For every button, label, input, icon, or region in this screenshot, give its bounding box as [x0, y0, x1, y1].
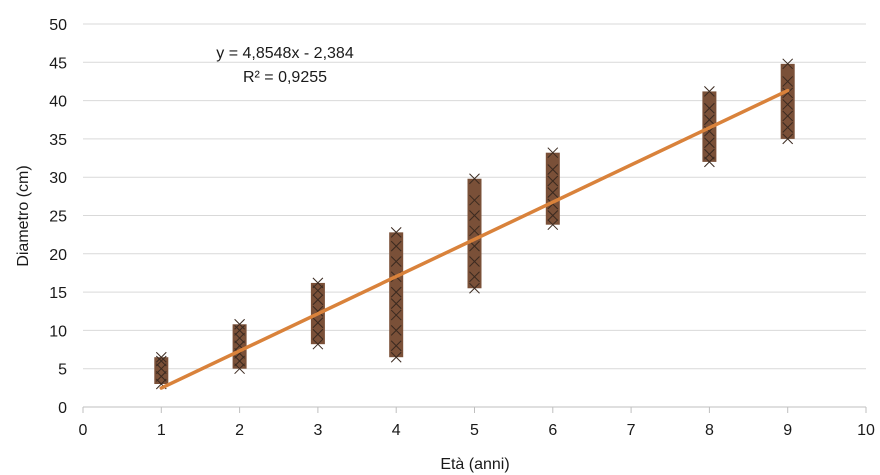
data-point: [782, 110, 794, 122]
data-point: [234, 318, 245, 330]
trendline-group: [159, 88, 790, 390]
data-point: [312, 317, 324, 329]
data-point: [704, 86, 715, 97]
x-tick-labels: 0 1 2 3 4 5 6 7 8 9 10: [79, 422, 875, 439]
data-point: [155, 355, 167, 367]
data-point: [469, 225, 480, 237]
data-point: [390, 226, 402, 238]
x-tick-label: 10: [857, 422, 875, 439]
data-point: [312, 294, 324, 306]
data-range-band-age-6: [545, 152, 560, 225]
x-axis-title: Età (anni): [440, 456, 509, 473]
data-point: [547, 210, 559, 221]
data-point: [312, 338, 324, 350]
data-point: [390, 240, 402, 252]
data-point: [782, 133, 794, 145]
data-point: [155, 363, 167, 375]
data-point: [782, 122, 794, 133]
x-tick-label: 9: [783, 422, 792, 439]
data-point: [704, 102, 715, 114]
data-point: [234, 332, 245, 344]
data-point: [390, 340, 402, 352]
x-tick-label: 5: [470, 422, 479, 439]
y-tick-label: 45: [49, 55, 67, 72]
data-point: [312, 285, 324, 296]
data-point: [704, 148, 715, 160]
data-range-band-age-9: [780, 63, 795, 139]
data-point: [469, 210, 480, 221]
x-tick-label: 6: [548, 422, 557, 439]
y-tick-label: 5: [58, 362, 67, 379]
data-point: [547, 219, 559, 231]
data-point: [547, 147, 559, 159]
x-tick-label: 1: [157, 422, 166, 439]
data-point: [312, 328, 324, 340]
x-tick-label: 4: [392, 422, 401, 439]
data-point: [547, 164, 559, 175]
y-tick-label: 0: [58, 400, 67, 417]
data-point: [234, 363, 245, 375]
y-tick-label: 20: [49, 247, 67, 264]
x-tick-label: 7: [627, 422, 636, 439]
data-point: [390, 325, 402, 336]
data-point: [469, 173, 480, 185]
data-point: [390, 256, 402, 267]
data-point: [782, 76, 794, 87]
data-point: [390, 351, 402, 363]
data-point: [704, 114, 715, 126]
data-point: [155, 371, 167, 382]
data-point: [704, 137, 715, 149]
data-point: [469, 282, 480, 294]
data-point: [390, 309, 402, 321]
trendline-r2: R² = 0,9255: [243, 69, 327, 86]
y-axis-title: Diametro (cm): [15, 165, 32, 266]
x-tick-label: 8: [705, 422, 714, 439]
data-point: [390, 298, 402, 309]
data-point: [469, 271, 480, 283]
data-point: [547, 187, 559, 198]
data-point: [782, 87, 794, 99]
y-tick-label: 25: [49, 209, 67, 226]
y-tick-label: 50: [49, 17, 67, 34]
data-point: [234, 355, 245, 367]
data-point: [782, 99, 794, 110]
y-tick-labels: 0 5 10 15 20 25 30 35 40 45 50: [49, 17, 67, 417]
data-range-band-age-5: [467, 178, 482, 289]
data-range-band-age-4: [389, 232, 404, 358]
data-point: [390, 286, 402, 298]
y-tick-label: 15: [49, 285, 67, 302]
trendline: [159, 88, 790, 390]
data-point: [155, 351, 167, 363]
trendline-equation: y = 4,8548x - 2,384: [216, 45, 354, 62]
y-tick-label: 35: [49, 132, 67, 149]
y-tick-label: 10: [49, 323, 67, 340]
data-point: [704, 156, 715, 168]
axes: [82, 406, 867, 413]
data-point: [782, 58, 794, 70]
data-point: [469, 256, 480, 267]
x-tick-label: 2: [235, 422, 244, 439]
data-point: [312, 277, 324, 289]
data-point: [547, 175, 559, 187]
x-tick-label: 0: [79, 422, 88, 439]
x-tick-label: 3: [313, 422, 322, 439]
data-point: [469, 194, 480, 206]
y-tick-label: 30: [49, 170, 67, 187]
y-tick-label: 40: [49, 94, 67, 111]
data-points: [154, 58, 795, 390]
